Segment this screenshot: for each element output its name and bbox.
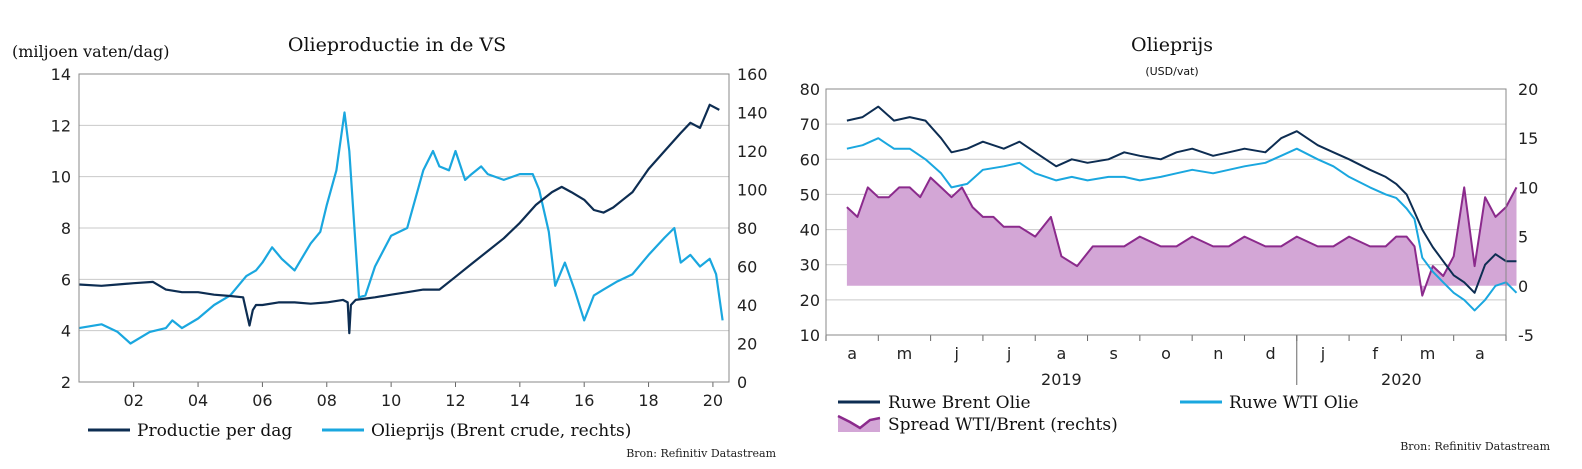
right-chart-left-y-tick-label: 40 xyxy=(800,221,820,240)
right-chart-ticks: 10 20 30 40 50 60 70 80 -5 0 5 10 15 20 a m j j a s o n d j f m a 2… xyxy=(800,80,1539,389)
right-chart-right-y-tick-label: 20 xyxy=(1518,80,1538,99)
left-x-tick-label: 02 xyxy=(124,391,144,410)
left-chart-plot-frame xyxy=(78,73,730,383)
left-x-tick-label: 04 xyxy=(188,391,208,410)
right-x-month-label: m xyxy=(897,344,913,363)
legend-label-brent: Ruwe Brent Olie xyxy=(888,393,1031,413)
right-x-month-label: j xyxy=(1006,344,1011,363)
legend-label-spread: Spread WTI/Brent (rechts) xyxy=(888,415,1118,435)
left-chart-right-y-tick-label: 20 xyxy=(737,335,757,354)
left-y-tick-label: 4 xyxy=(61,322,71,341)
right-x-month-label: s xyxy=(1110,344,1118,363)
right-chart-left-y-tick-label: 60 xyxy=(800,150,820,169)
right-x-month-label: a xyxy=(1475,344,1485,363)
left-y-tick-label: 6 xyxy=(61,270,71,289)
legend-label-wti: Ruwe WTI Olie xyxy=(1229,393,1359,413)
right-x-month-label: m xyxy=(1420,344,1436,363)
left-chart-legend: Productie per dag Olieprijs (Brent crude… xyxy=(88,421,631,441)
left-x-tick-label: 14 xyxy=(510,391,530,410)
right-chart-left-y-tick-label: 50 xyxy=(800,185,820,204)
left-chart-right-y-tick-label: 100 xyxy=(737,181,768,200)
right-chart-left-y-tick-label: 20 xyxy=(800,291,820,310)
left-chart-right-y-tick-label: 160 xyxy=(737,65,768,84)
series-area-spread xyxy=(846,177,1517,296)
right-x-month-label: j xyxy=(1320,344,1325,363)
left-chart-title: Olieproductie in de VS xyxy=(288,34,506,56)
right-x-month-label: a xyxy=(847,344,857,363)
left-chart-right-y-tick-label: 120 xyxy=(737,142,768,161)
right-chart-right-y-tick-label: 10 xyxy=(1518,178,1538,197)
left-y-tick-label: 14 xyxy=(51,65,71,84)
legend-label-olieprijs: Olieprijs (Brent crude, rechts) xyxy=(371,421,631,441)
series-line-wti xyxy=(846,137,1518,312)
right-chart-right-y-tick-label: 0 xyxy=(1518,277,1528,296)
left-chart-gridlines xyxy=(79,124,729,332)
left-chart-right-y-tick-label: 40 xyxy=(737,296,757,315)
right-x-month-label: o xyxy=(1161,344,1171,363)
legend-label-productie: Productie per dag xyxy=(137,421,292,441)
left-y-tick-label: 10 xyxy=(51,168,71,187)
chart-production: (miljoen vaten/dag) Olieproductie in de … xyxy=(12,34,777,460)
right-chart-right-y-tick-label: -5 xyxy=(1518,326,1534,345)
left-y-tick-label: 8 xyxy=(61,219,71,238)
right-x-month-label: j xyxy=(954,344,959,363)
left-x-tick-label: 16 xyxy=(574,391,594,410)
series-line-olieprijs xyxy=(78,111,724,345)
left-chart-unit-label: (miljoen vaten/dag) xyxy=(12,42,170,61)
left-chart-right-y-tick-label: 140 xyxy=(737,104,768,123)
right-x-month-label: f xyxy=(1372,344,1378,363)
left-x-tick-label: 10 xyxy=(381,391,401,410)
left-chart-source: Bron: Refinitiv Datastream xyxy=(626,447,776,460)
right-x-month-label: d xyxy=(1266,344,1276,363)
left-chart-right-y-tick-label: 80 xyxy=(737,219,757,238)
right-chart-right-y-tick-label: 15 xyxy=(1518,129,1538,148)
series-line-brent xyxy=(846,105,1517,294)
right-x-month-label: a xyxy=(1056,344,1066,363)
series-line-productie xyxy=(78,103,720,335)
left-y-tick-label: 12 xyxy=(51,116,71,135)
left-chart-series xyxy=(78,103,724,345)
left-x-tick-label: 06 xyxy=(252,391,272,410)
right-chart-right-y-tick-label: 5 xyxy=(1518,228,1528,247)
left-chart-right-y-tick-label: 60 xyxy=(737,258,757,277)
right-chart-plot-frame xyxy=(825,88,1507,336)
right-chart-series xyxy=(846,105,1518,312)
year-label-2020: 2020 xyxy=(1381,370,1422,389)
right-chart-subtitle: (USD/vat) xyxy=(1145,65,1198,78)
right-chart-left-y-tick-label: 10 xyxy=(800,326,820,345)
left-x-tick-label: 08 xyxy=(317,391,337,410)
left-x-tick-label: 12 xyxy=(445,391,465,410)
left-x-tick-label: 20 xyxy=(703,391,723,410)
legend-swatch-spread-line xyxy=(837,414,881,430)
left-x-tick-label: 18 xyxy=(638,391,658,410)
left-chart-right-y-tick-label: 0 xyxy=(737,373,747,392)
right-chart-title: Olieprijs xyxy=(1131,34,1213,56)
left-y-tick-label: 2 xyxy=(61,373,71,392)
series-line-spread xyxy=(846,176,1518,297)
right-chart-left-y-tick-label: 30 xyxy=(800,256,820,275)
year-label-2019: 2019 xyxy=(1041,370,1082,389)
legend-swatch-spread xyxy=(838,416,880,432)
chart-oil-price: Olieprijs (USD/vat) 10 20 30 40 50 60 70 80 -5 0 5… xyxy=(800,34,1551,453)
right-x-month-label: n xyxy=(1213,344,1223,363)
right-chart-left-y-tick-label: 70 xyxy=(800,115,820,134)
right-chart-left-y-tick-label: 80 xyxy=(800,80,820,99)
right-chart-source: Bron: Refinitiv Datastream xyxy=(1400,440,1550,453)
right-chart-legend: Ruwe Brent Olie Ruwe WTI Olie Spread WTI… xyxy=(837,393,1359,435)
